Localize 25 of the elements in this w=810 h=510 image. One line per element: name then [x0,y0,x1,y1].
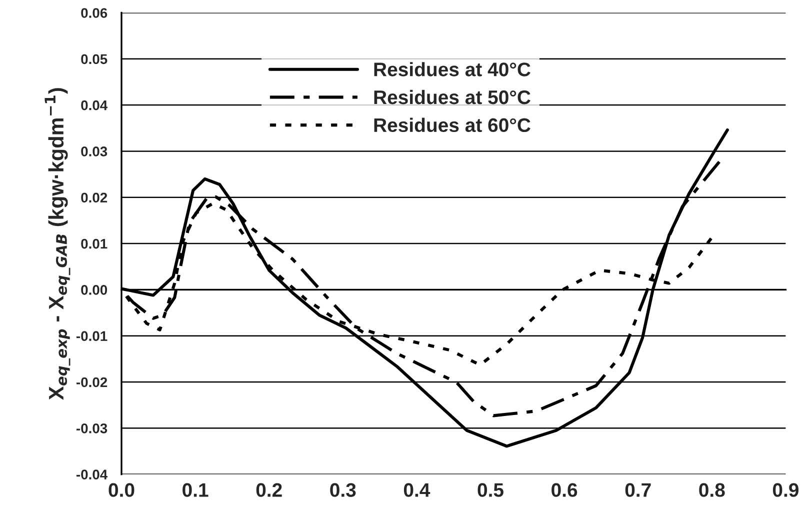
y-tick-label: -0.04 [76,470,108,480]
y-tick-label: 0.00 [81,285,108,295]
x-tick-label: 0.8 [699,483,725,497]
y-tick-label: -0.02 [76,377,108,388]
x-tick-label: 0.3 [330,483,356,497]
x-tick-label: 0.7 [625,483,651,497]
x-tick-label: 0.6 [552,483,578,497]
y-tick-label: 0.01 [81,238,108,249]
legend-label: Residues at 60°C [374,118,530,132]
y-tick-label: 0.05 [81,54,108,64]
x-tick-label: 0.9 [772,483,798,497]
y-tick-label: -0.03 [76,423,108,434]
x-tick-label: 0.0 [108,483,134,497]
legend-label: Residues at 50°C [374,90,530,104]
x-tick-label: 0.5 [478,483,504,497]
y-tick-label: 0.03 [81,146,108,156]
y-tick-label: 0.06 [81,8,108,18]
x-tick-label: 0.2 [256,483,282,497]
y-tick-label: 0.02 [81,192,108,203]
y-tick-label: -0.01 [76,331,108,342]
x-tick-label: 0.4 [404,483,430,497]
x-tick-label: 0.1 [182,483,208,497]
legend-label: Residues at 40°C [374,62,530,76]
y-axis-title: X$_{eq_exp}$ - X$_{eq_GAB}$ (kgw·kgdm$^{−1}$) [44,88,70,400]
y-tick-label: 0.04 [81,100,108,110]
